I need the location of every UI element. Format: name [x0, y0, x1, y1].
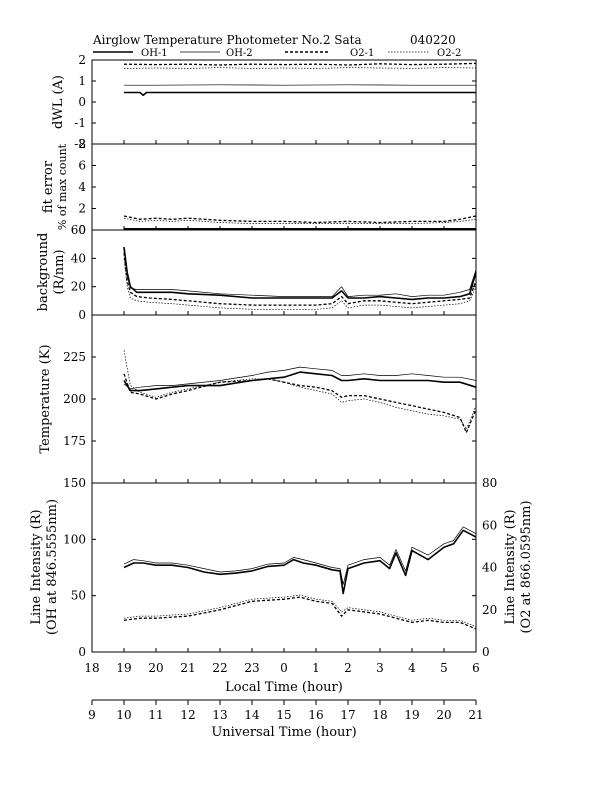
panel-intensity-frame [91, 482, 477, 653]
ytick-label-background: 60 [71, 223, 86, 237]
chart-date-code: 040220 [410, 33, 456, 47]
xtick-label-universal: 12 [180, 708, 195, 722]
xtick-label-local: 20 [148, 661, 163, 675]
ylabel-background-2: (R/nm) [52, 249, 67, 294]
xtick-label-local: 1 [312, 661, 320, 675]
legend-label-oh-1: OH-1 [141, 48, 168, 59]
xlabel-universal-time: Universal Time (hour) [211, 725, 356, 740]
xtick-label-universal: 19 [404, 708, 419, 722]
series-line_intensity-oh-2 [123, 526, 477, 585]
ylabel-intensity-2: (OH at 846.5555nm) [45, 499, 60, 635]
ylabel-temperature: Temperature (K) [38, 344, 53, 453]
series-background-o2-2 [123, 258, 477, 310]
ytick-label-right-line_intensity: 80 [482, 476, 497, 490]
xtick-label-local: 21 [180, 661, 195, 675]
xtick-label-local: 19 [116, 661, 131, 675]
series-temperature-o2-1 [123, 373, 477, 434]
ytick-label-line_intensity: 100 [63, 532, 86, 546]
ytick-label-background: 20 [71, 280, 86, 294]
xtick-label-universal: 17 [340, 708, 355, 722]
xtick-label-local: 5 [440, 661, 448, 675]
ylabel-background: background [36, 233, 51, 312]
legend-label-o2-2: O2-2 [437, 48, 461, 59]
xtick-label-local: 22 [212, 661, 227, 675]
xtick-label-local: 23 [244, 661, 259, 675]
legend-label-oh-2: OH-2 [226, 48, 253, 59]
ytick-label-fit_error: 0 [78, 223, 86, 237]
xtick-label-universal: 21 [468, 708, 483, 722]
series-dwl-oh-1 [124, 91, 476, 97]
ytick-label-background: 0 [78, 308, 86, 322]
xtick-label-universal: 16 [308, 708, 323, 722]
legend: OH-1 OH-2 O2-1 O2-2 [93, 48, 461, 59]
series-background-oh-1 [123, 246, 477, 301]
xtick-label-universal: 14 [244, 708, 260, 722]
series-background-oh-2 [123, 249, 477, 297]
series-line_intensity-o2-1 [123, 596, 477, 630]
ytick-label-dwl: 0 [78, 95, 86, 109]
series-fit_error-o2-1 [123, 215, 477, 224]
ylabel-intensity-right: Line Intensity (R) [503, 509, 518, 624]
series-fit_error-o2-2 [123, 217, 477, 224]
ytick-label-temperature: 200 [63, 392, 86, 406]
ytick-label-fit_error: 2 [78, 202, 86, 216]
ylabel-fit-error: fit error [41, 160, 56, 213]
ytick-label-dwl: -1 [74, 116, 86, 130]
ylabel-fit-error-2: % of max count [56, 143, 69, 230]
legend-label-o2-1: O2-1 [350, 48, 374, 59]
xtick-label-local: 18 [84, 661, 99, 675]
xtick-label-universal: 20 [436, 708, 451, 722]
series-dwl-o2-1 [123, 62, 477, 66]
ytick-label-line_intensity: 150 [63, 476, 86, 490]
series-background-o2-1 [123, 252, 477, 306]
chart-title: Airglow Temperature Photometer No.2 Sata [92, 33, 362, 47]
xtick-label-local: 2 [344, 661, 352, 675]
xtick-label-universal: 9 [88, 708, 96, 722]
ylabel-intensity: Line Intensity (R) [29, 509, 44, 624]
ytick-label-fit_error: 8 [78, 137, 86, 151]
series-line_intensity-o2-2 [123, 594, 477, 627]
xtick-label-universal: 11 [148, 708, 163, 722]
panel-temperature-frame [91, 314, 477, 484]
series-line_intensity-oh-1 [123, 529, 477, 595]
ytick-label-line_intensity: 0 [78, 645, 86, 659]
ticks-layer: 210-1-2864206040200225200175150100500806… [63, 53, 497, 722]
ytick-label-temperature: 225 [63, 350, 86, 364]
ytick-label-temperature: 175 [63, 434, 86, 448]
ytick-label-fit_error: 6 [78, 159, 86, 173]
ytick-label-dwl: -2 [74, 137, 86, 151]
series-temperature-oh-2 [123, 366, 477, 390]
ytick-label-fit_error: 4 [78, 180, 86, 194]
series-dwl-o2-2 [123, 67, 477, 69]
series-temperature-oh-1 [123, 371, 477, 392]
ytick-label-line_intensity: 50 [71, 589, 86, 603]
ytick-label-right-line_intensity: 20 [482, 603, 497, 617]
xtick-label-universal: 18 [372, 708, 387, 722]
xtick-label-universal: 13 [212, 708, 227, 722]
xtick-label-universal: 15 [276, 708, 291, 722]
ytick-label-background: 40 [71, 251, 86, 265]
xlabel-local-time: Local Time (hour) [225, 680, 343, 695]
ylabel-intensity-right-2: (O2 at 866.0595nm) [519, 500, 534, 633]
ytick-label-right-line_intensity: 40 [482, 561, 497, 575]
xtick-label-local: 6 [472, 661, 480, 675]
panel-dwl-frame [91, 59, 477, 145]
ytick-label-dwl: 2 [78, 53, 86, 67]
xtick-label-universal: 10 [116, 708, 131, 722]
panel-fit-error-frame [91, 143, 477, 231]
ytick-label-right-line_intensity: 60 [482, 518, 497, 532]
xtick-label-local: 3 [376, 661, 384, 675]
xtick-label-local: 0 [280, 661, 288, 675]
ylabel-dwl: dWL (A) [51, 75, 66, 129]
xtick-label-local: 4 [408, 661, 416, 675]
series-layer [123, 62, 477, 630]
ytick-label-dwl: 1 [78, 74, 86, 88]
ytick-label-right-line_intensity: 0 [482, 645, 490, 659]
series-temperature-o2-2 [123, 350, 477, 430]
